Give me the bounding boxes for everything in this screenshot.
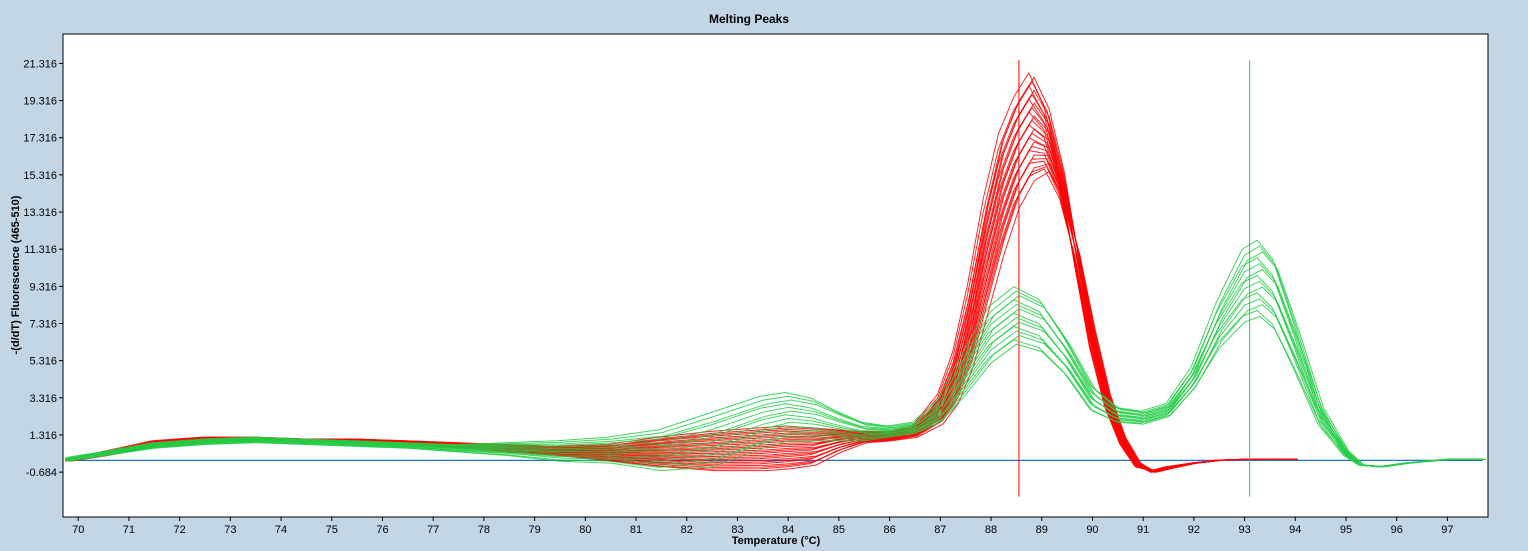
x-tick-label: 72 (174, 524, 186, 536)
x-tick-label: 85 (833, 524, 845, 536)
series-1-trace (65, 292, 1481, 468)
y-tick-label: -0.684 (26, 467, 57, 479)
x-tick-label: 96 (1391, 524, 1403, 536)
x-tick-label: 95 (1340, 524, 1352, 536)
y-tick-label: 3.316 (29, 393, 57, 405)
x-tick-label: 77 (427, 524, 439, 536)
y-axis-label: -(d/dT) Fluorescence (465-510) (10, 195, 22, 354)
y-tick-label: 21.316 (23, 58, 57, 70)
y-tick-label: 7.316 (29, 319, 57, 331)
x-tick-label: 87 (934, 524, 946, 536)
x-tick-label: 92 (1188, 524, 1200, 536)
y-tick-label: 19.316 (23, 96, 57, 108)
x-tick-label: 71 (123, 524, 135, 536)
x-tick-label: 88 (985, 524, 997, 536)
y-tick-label: 15.316 (23, 170, 57, 182)
series-0-trace (65, 71, 1293, 472)
axis-ticks: 70 71 72 73 74 75 76 77 78 79 80 81 82 83 84 85 86 87 88 89… (23, 58, 1453, 536)
x-tick-label: 79 (528, 524, 540, 536)
x-tick-label: 89 (1036, 524, 1048, 536)
x-tick-label: 73 (224, 524, 236, 536)
x-tick-label: 93 (1238, 524, 1250, 536)
x-tick-label: 80 (579, 524, 591, 536)
x-tick-label: 94 (1289, 524, 1301, 536)
x-tick-label: 75 (326, 524, 338, 536)
x-tick-label: 83 (731, 524, 743, 536)
series-1-trace (65, 309, 1481, 468)
x-tick-label: 86 (883, 524, 895, 536)
x-tick-label: 97 (1441, 524, 1453, 536)
y-tick-label: 11.316 (24, 244, 57, 256)
x-tick-label: 84 (782, 524, 794, 536)
y-tick-label: 17.316 (23, 133, 57, 145)
x-tick-label: 76 (376, 524, 388, 536)
y-tick-label: 13.316 (23, 207, 57, 219)
series-layer (65, 60, 1486, 497)
y-tick-label: 5.316 (29, 356, 57, 368)
x-tick-label: 90 (1086, 524, 1098, 536)
x-tick-label: 78 (478, 524, 490, 536)
x-tick-label: 70 (72, 524, 84, 536)
x-tick-label: 81 (630, 524, 642, 536)
series-1-trace (65, 239, 1481, 468)
x-tick-label: 91 (1137, 524, 1149, 536)
x-tick-label: 74 (275, 524, 287, 536)
y-tick-label: 9.316 (29, 281, 57, 293)
chart-title: Melting Peaks (709, 12, 789, 26)
x-tick-label: 82 (681, 524, 693, 536)
x-axis-label: Temperature (°C) (732, 535, 821, 547)
y-tick-label: 1.316 (29, 430, 57, 442)
